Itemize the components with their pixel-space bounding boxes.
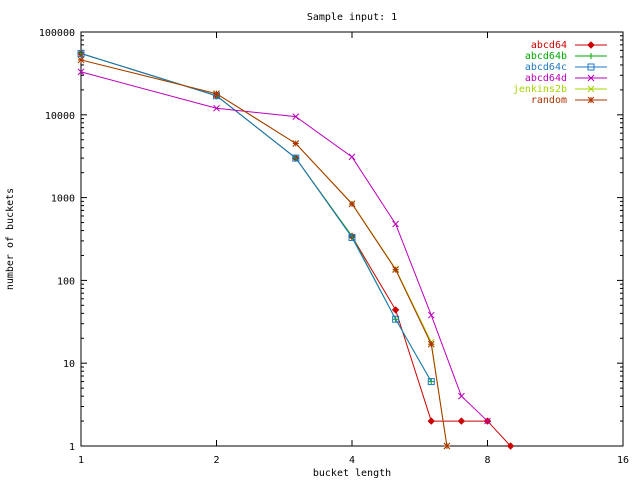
series-line <box>80 53 432 382</box>
series-abcd64d <box>77 68 491 425</box>
series-line <box>80 71 488 422</box>
legend-item: abcd64d <box>525 73 607 84</box>
data-point <box>427 340 435 348</box>
data-point <box>348 233 356 241</box>
legend-label: abcd64d <box>525 73 567 84</box>
data-point <box>587 63 595 71</box>
data-point <box>392 315 400 323</box>
data-point <box>458 392 465 400</box>
data-point <box>213 90 220 98</box>
x-tick-label: 16 <box>617 455 629 466</box>
legend: abcd64abcd64babcd64cabcd64djenkins2brand… <box>513 40 607 106</box>
y-tick-label: 100000 <box>39 28 75 39</box>
x-tick-label: 2 <box>213 455 219 466</box>
x-tick-label: 8 <box>484 455 490 466</box>
data-point <box>292 154 300 162</box>
data-point <box>392 220 399 228</box>
y-tick-label: 1 <box>69 442 75 453</box>
data-point <box>587 96 595 104</box>
data-point <box>427 417 435 425</box>
legend-item: abcd64c <box>525 62 607 73</box>
legend-label: abcd64b <box>525 51 567 62</box>
y-tick-label: 10 <box>63 359 75 370</box>
legend-item: jenkins2b <box>513 84 607 95</box>
data-point <box>77 49 85 57</box>
axis-ticks: 1 2 4 8 16 1 10 100 1000 10000 100000 <box>39 28 629 466</box>
data-point <box>587 85 595 93</box>
data-point <box>443 442 451 450</box>
legend-item: abcd64b <box>525 51 607 62</box>
legend-item: abcd64 <box>531 40 607 51</box>
data-point <box>457 417 466 425</box>
y-tick-label: 10000 <box>45 111 75 122</box>
legend-item: random <box>531 95 607 106</box>
series-line <box>80 59 448 447</box>
y-axis-label: number of buckets <box>5 188 16 290</box>
y-tick-label: 100 <box>57 276 75 287</box>
x-tick-label: 1 <box>78 455 84 466</box>
chart-title: Sample input: 1 <box>307 12 397 23</box>
x-axis-label: bucket length <box>313 468 391 479</box>
legend-label: random <box>531 95 567 106</box>
data-point <box>292 140 300 147</box>
data-point <box>427 311 435 319</box>
data-point <box>77 68 85 76</box>
series-layer <box>77 49 515 450</box>
data-point <box>213 104 220 112</box>
legend-label: jenkins2b <box>513 84 567 95</box>
x-tick-label: 4 <box>349 455 355 466</box>
series-random <box>77 56 451 450</box>
data-point <box>588 53 594 59</box>
series-abcd64c <box>77 49 435 386</box>
y-tick-label: 1000 <box>51 194 75 205</box>
series-line <box>80 53 432 382</box>
data-point <box>427 378 435 386</box>
data-point <box>348 200 356 208</box>
data-point <box>348 153 356 161</box>
series-jenkins2b <box>77 56 451 450</box>
data-point <box>77 56 85 64</box>
series-line <box>80 53 511 447</box>
data-point <box>587 74 595 82</box>
series-line <box>80 59 448 447</box>
legend-label: abcd64c <box>525 62 567 73</box>
data-point <box>587 41 595 49</box>
data-point <box>506 442 515 450</box>
legend-label: abcd64 <box>531 40 567 51</box>
series-abcd64 <box>77 49 515 450</box>
data-point <box>392 266 399 273</box>
data-point <box>484 417 491 425</box>
data-point <box>391 306 400 314</box>
series-abcd64b <box>78 50 435 385</box>
data-point <box>292 113 300 120</box>
